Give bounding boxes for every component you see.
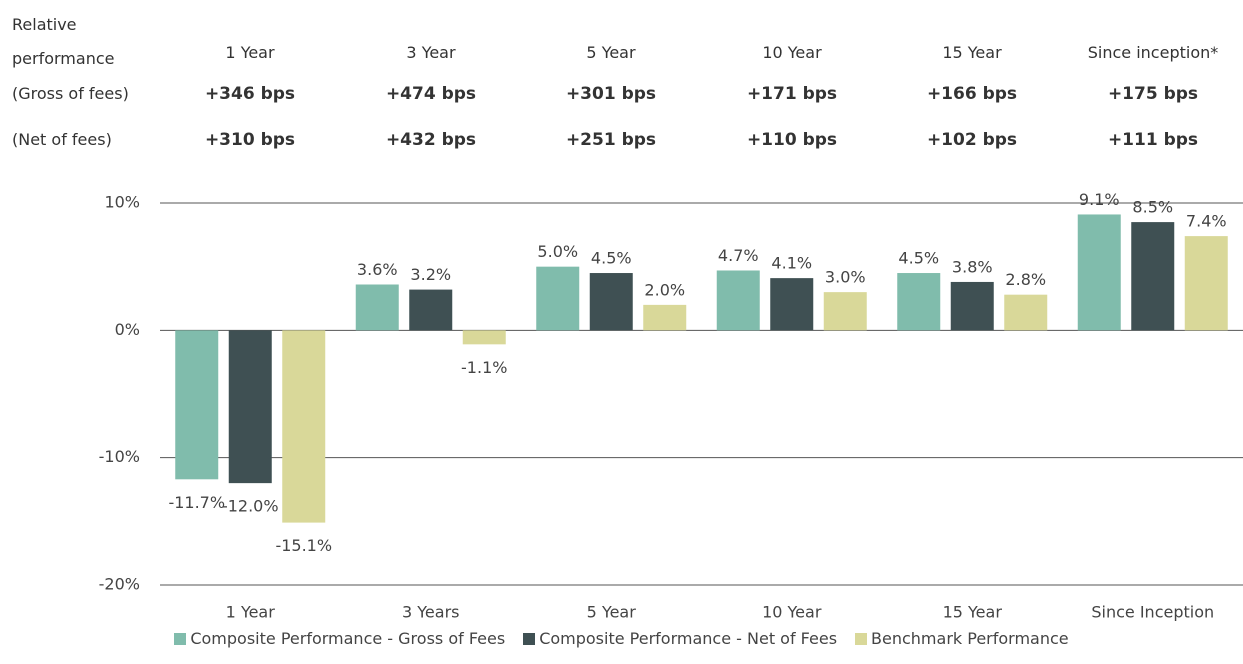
column-header: 10 Year bbox=[762, 43, 822, 62]
legend: Composite Performance - Gross of Fees Com… bbox=[0, 629, 1243, 648]
row-label: (Net of fees) bbox=[12, 130, 112, 149]
value-label: 4.5% bbox=[591, 249, 632, 268]
value-label: 9.1% bbox=[1079, 190, 1120, 209]
bar bbox=[536, 266, 580, 331]
header-label: Relative performance bbox=[12, 15, 115, 68]
cell: +166 bps bbox=[926, 84, 1018, 104]
bar bbox=[1184, 236, 1228, 331]
legend-label: Benchmark Performance bbox=[871, 629, 1069, 648]
cell: +171 bps bbox=[746, 84, 838, 104]
y-tick-label: 10% bbox=[104, 193, 140, 212]
bar bbox=[462, 330, 506, 345]
y-tick-label: -20% bbox=[99, 575, 140, 594]
column-header: 1 Year bbox=[225, 43, 275, 62]
cell: +432 bps bbox=[385, 130, 477, 150]
value-label: 2.8% bbox=[1005, 270, 1046, 289]
legend-item: Benchmark Performance bbox=[855, 629, 1069, 648]
bar bbox=[175, 330, 219, 480]
legend-label: Composite Performance - Gross of Fees bbox=[190, 629, 506, 648]
value-label: 3.8% bbox=[952, 257, 993, 276]
value-label: 3.0% bbox=[825, 268, 866, 287]
value-label: 5.0% bbox=[537, 242, 578, 261]
x-tick-label: 15 Year bbox=[943, 603, 1003, 622]
cell: +474 bps bbox=[385, 84, 477, 104]
bar bbox=[1131, 222, 1175, 331]
legend-swatch bbox=[174, 633, 187, 645]
bar bbox=[643, 304, 687, 331]
legend-item: Composite Performance - Net of Fees bbox=[523, 629, 837, 648]
x-tick-label: 3 Years bbox=[402, 603, 459, 622]
column-header: 5 Year bbox=[586, 43, 636, 62]
value-label: 3.6% bbox=[357, 260, 398, 279]
cell: +110 bps bbox=[746, 130, 838, 150]
bar bbox=[228, 330, 272, 484]
x-tick-label: 1 Year bbox=[226, 603, 276, 622]
row-label: (Gross of fees) bbox=[12, 84, 129, 103]
cell: +102 bps bbox=[926, 130, 1018, 150]
value-label: -12.0% bbox=[222, 497, 279, 516]
legend-label: Composite Performance - Net of Fees bbox=[539, 629, 838, 648]
bar bbox=[823, 292, 867, 331]
cell: +310 bps bbox=[204, 130, 296, 150]
column-header: Since inception* bbox=[1087, 43, 1219, 62]
bar bbox=[716, 270, 760, 331]
x-tick-label: 10 Year bbox=[762, 603, 822, 622]
bar bbox=[589, 273, 633, 331]
legend-swatch bbox=[523, 633, 536, 645]
value-label: 4.1% bbox=[771, 254, 812, 273]
cell: +175 bps bbox=[1107, 84, 1199, 104]
value-label: -15.1% bbox=[275, 536, 332, 555]
cell: +301 bps bbox=[565, 84, 657, 104]
y-tick-label: -10% bbox=[99, 447, 140, 466]
x-tick-label: 5 Year bbox=[587, 603, 637, 622]
value-label: 7.4% bbox=[1186, 212, 1227, 231]
value-label: -1.1% bbox=[461, 358, 507, 377]
legend-swatch bbox=[855, 633, 868, 645]
column-header: 15 Year bbox=[942, 43, 1002, 62]
bar bbox=[1004, 294, 1048, 331]
value-label: 3.2% bbox=[410, 265, 451, 284]
cell: +251 bps bbox=[565, 130, 657, 150]
column-header: 3 Year bbox=[406, 43, 456, 62]
bar bbox=[1077, 214, 1121, 331]
y-tick-label: 0% bbox=[115, 320, 140, 339]
bar bbox=[897, 273, 941, 331]
value-label: 4.5% bbox=[898, 249, 939, 268]
cell: +346 bps bbox=[204, 84, 296, 104]
value-label: 8.5% bbox=[1132, 198, 1173, 217]
bar bbox=[770, 278, 814, 331]
value-label: 2.0% bbox=[644, 280, 685, 299]
bar bbox=[409, 289, 453, 331]
value-label: 4.7% bbox=[718, 246, 759, 265]
cell: +111 bps bbox=[1107, 130, 1199, 150]
bar bbox=[355, 284, 399, 331]
legend-item: Composite Performance - Gross of Fees bbox=[174, 629, 505, 648]
bar bbox=[282, 330, 326, 523]
value-label: -11.7% bbox=[168, 493, 225, 512]
bar bbox=[950, 281, 994, 331]
x-tick-label: Since Inception bbox=[1091, 603, 1214, 622]
